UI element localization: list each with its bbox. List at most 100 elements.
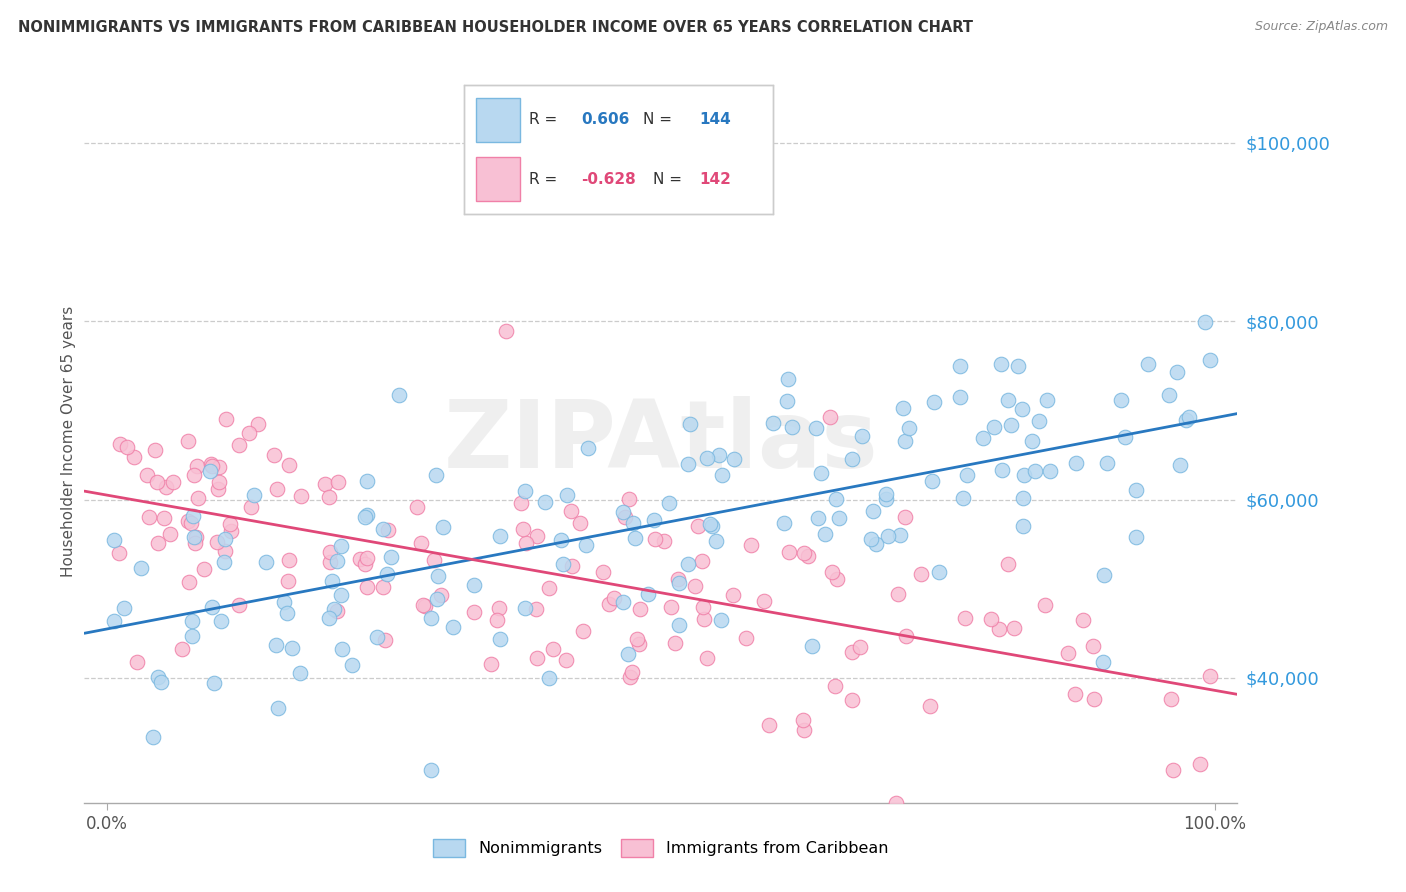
Point xyxy=(659,600,682,615)
Point xyxy=(228,438,250,452)
Point xyxy=(430,588,453,602)
Point xyxy=(679,417,702,431)
Point xyxy=(488,600,510,615)
Point xyxy=(886,796,908,810)
Point xyxy=(654,533,676,548)
Point xyxy=(318,490,340,504)
Point xyxy=(426,568,449,582)
Point xyxy=(314,476,336,491)
Point xyxy=(353,509,375,524)
Point xyxy=(793,546,815,560)
Point xyxy=(628,602,651,616)
Point xyxy=(228,598,250,612)
Point xyxy=(676,557,699,571)
Point xyxy=(209,614,232,628)
Point xyxy=(825,572,848,586)
Point xyxy=(772,516,794,531)
Point xyxy=(704,534,727,549)
Point xyxy=(366,630,388,644)
Point xyxy=(569,516,592,530)
Point xyxy=(263,448,285,462)
Point xyxy=(821,566,844,580)
Point xyxy=(177,514,200,528)
Point xyxy=(1091,655,1114,669)
Point xyxy=(828,511,851,525)
Point xyxy=(479,657,502,672)
Point xyxy=(193,562,215,576)
Point xyxy=(551,557,574,571)
Point xyxy=(997,557,1019,571)
Point xyxy=(432,520,454,534)
Point xyxy=(413,599,436,613)
Point xyxy=(1071,613,1094,627)
Point xyxy=(240,500,263,515)
Point xyxy=(375,566,398,581)
Point xyxy=(949,359,972,373)
Point xyxy=(214,544,236,558)
Point xyxy=(824,492,846,507)
Point xyxy=(972,432,994,446)
Point xyxy=(1056,646,1078,660)
Point xyxy=(1000,417,1022,432)
Text: Source: ZipAtlas.com: Source: ZipAtlas.com xyxy=(1254,20,1388,33)
Point xyxy=(550,533,572,548)
Point xyxy=(1092,567,1115,582)
Point xyxy=(877,529,900,543)
Point xyxy=(172,641,194,656)
Point xyxy=(707,449,730,463)
Point xyxy=(202,676,225,690)
Point xyxy=(862,504,884,518)
Point xyxy=(554,653,576,667)
Point xyxy=(200,458,222,472)
Text: ZIPAtlas: ZIPAtlas xyxy=(443,395,879,488)
Point xyxy=(824,679,846,693)
Point xyxy=(208,460,231,475)
Text: N =: N = xyxy=(652,171,686,186)
Point xyxy=(571,624,593,639)
Point xyxy=(624,532,647,546)
Text: N =: N = xyxy=(644,112,678,128)
Point xyxy=(619,670,641,684)
Point xyxy=(983,419,1005,434)
Point xyxy=(108,546,131,560)
Point xyxy=(1095,456,1118,470)
Point xyxy=(515,536,537,550)
Point xyxy=(243,488,266,502)
Point xyxy=(980,612,1002,626)
Point xyxy=(710,467,733,482)
Point xyxy=(176,434,198,448)
Point xyxy=(910,567,932,582)
Point xyxy=(818,410,841,425)
Point xyxy=(723,452,745,467)
Point xyxy=(273,595,295,609)
Point xyxy=(778,371,800,385)
Point xyxy=(155,480,177,494)
Point xyxy=(186,458,208,473)
Point xyxy=(626,632,648,647)
Point xyxy=(761,417,783,431)
Point xyxy=(561,559,583,574)
Point xyxy=(486,613,509,627)
Point xyxy=(159,527,181,541)
Point xyxy=(865,537,887,551)
Point xyxy=(180,629,202,643)
Point xyxy=(887,587,910,601)
Point xyxy=(991,463,1014,477)
Point xyxy=(115,440,138,454)
Point xyxy=(266,483,288,497)
Point xyxy=(319,545,342,559)
Point xyxy=(918,699,941,714)
Point xyxy=(875,487,897,501)
Point xyxy=(894,434,917,448)
Point xyxy=(463,605,485,619)
Point xyxy=(125,655,148,669)
Point xyxy=(1125,530,1147,544)
Point xyxy=(112,600,135,615)
Point xyxy=(288,665,311,680)
Point xyxy=(354,557,377,571)
Text: R =: R = xyxy=(529,112,562,128)
Point xyxy=(740,538,762,552)
Point xyxy=(778,545,800,559)
Point xyxy=(668,618,690,632)
Point xyxy=(512,522,534,536)
